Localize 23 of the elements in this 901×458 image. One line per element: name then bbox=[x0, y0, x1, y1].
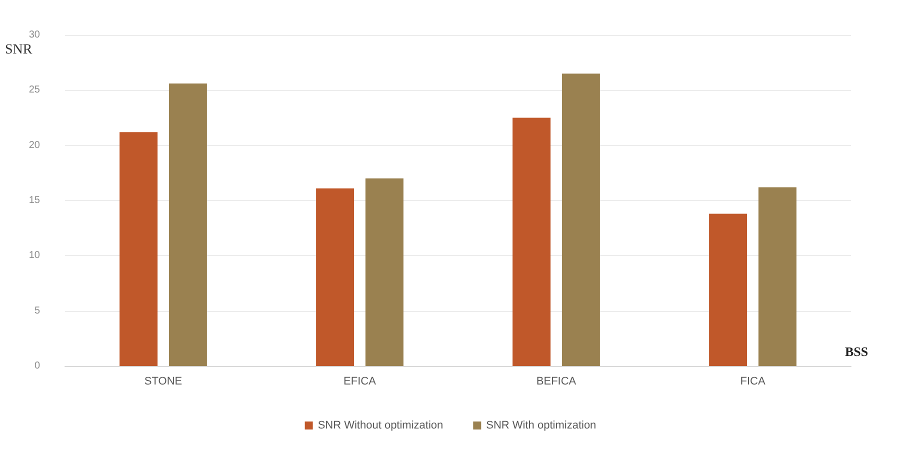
bar bbox=[168, 84, 207, 366]
bar bbox=[512, 118, 551, 366]
y-tick-label: 0 bbox=[34, 360, 40, 372]
legend-label: SNR With optimization bbox=[486, 420, 596, 432]
x-tick-label: FICA bbox=[740, 376, 766, 388]
bar bbox=[758, 187, 796, 366]
legend-label: SNR Without optimization bbox=[318, 420, 444, 432]
bar bbox=[316, 188, 354, 366]
bar bbox=[120, 132, 158, 366]
y-tick-label: 10 bbox=[28, 250, 40, 262]
x-tick-label: STONE bbox=[144, 376, 182, 388]
y-tick-label: 25 bbox=[28, 84, 40, 96]
bar bbox=[562, 74, 600, 366]
y-tick-label: 15 bbox=[28, 195, 40, 206]
y-tick-label: 30 bbox=[28, 30, 40, 40]
x-axis-title: BSS bbox=[845, 344, 868, 359]
bar bbox=[365, 178, 404, 366]
bar bbox=[709, 214, 748, 366]
y-axis-title: SNR bbox=[5, 42, 33, 58]
y-tick-label: 5 bbox=[34, 305, 40, 316]
x-tick-label: EFICA bbox=[344, 376, 377, 388]
x-tick-label: BEFICA bbox=[536, 376, 577, 388]
y-tick-label: 20 bbox=[28, 140, 40, 151]
